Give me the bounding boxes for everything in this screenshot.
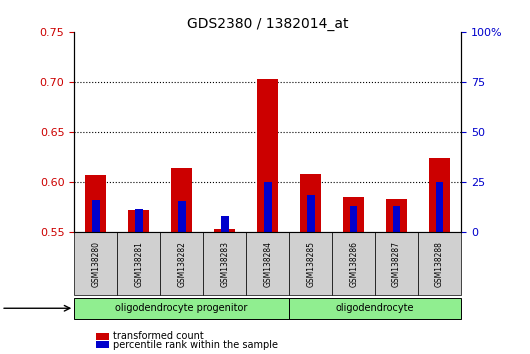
Title: GDS2380 / 1382014_at: GDS2380 / 1382014_at bbox=[187, 17, 348, 31]
Text: GSM138287: GSM138287 bbox=[392, 241, 401, 287]
Bar bbox=[221, 216, 228, 232]
Bar bbox=[307, 195, 314, 232]
Text: percentile rank within the sample: percentile rank within the sample bbox=[113, 339, 278, 350]
Text: oligodendrocyte progenitor: oligodendrocyte progenitor bbox=[116, 303, 248, 313]
Bar bbox=[436, 182, 444, 232]
Bar bbox=[289, 232, 332, 295]
Bar bbox=[429, 158, 450, 232]
Text: GSM138281: GSM138281 bbox=[134, 241, 143, 287]
Bar bbox=[85, 175, 107, 232]
Bar bbox=[135, 209, 143, 232]
Text: GSM138285: GSM138285 bbox=[306, 241, 315, 287]
Bar bbox=[178, 201, 186, 232]
Text: GSM138288: GSM138288 bbox=[435, 241, 444, 287]
Text: GSM138283: GSM138283 bbox=[220, 241, 229, 287]
Text: GSM138284: GSM138284 bbox=[263, 241, 272, 287]
Bar bbox=[350, 206, 358, 232]
Text: GSM138282: GSM138282 bbox=[177, 241, 186, 287]
Bar bbox=[160, 232, 203, 295]
Bar bbox=[117, 232, 160, 295]
Bar bbox=[74, 298, 289, 319]
Bar bbox=[246, 232, 289, 295]
Bar bbox=[393, 206, 401, 232]
Bar bbox=[386, 199, 408, 232]
Bar bbox=[92, 200, 100, 232]
Text: transformed count: transformed count bbox=[113, 331, 204, 341]
Bar bbox=[300, 174, 321, 232]
Bar bbox=[289, 298, 461, 319]
Bar bbox=[375, 232, 418, 295]
Bar bbox=[74, 232, 117, 295]
Bar bbox=[96, 333, 109, 340]
Text: GSM138280: GSM138280 bbox=[91, 241, 100, 287]
Bar bbox=[171, 168, 192, 232]
Bar bbox=[203, 232, 246, 295]
Bar bbox=[257, 79, 278, 232]
Bar bbox=[214, 229, 235, 232]
Bar bbox=[264, 182, 271, 232]
Bar bbox=[418, 232, 461, 295]
Bar bbox=[128, 210, 149, 232]
Text: GSM138286: GSM138286 bbox=[349, 241, 358, 287]
Text: oligodendrocyte: oligodendrocyte bbox=[336, 303, 414, 313]
Bar bbox=[332, 232, 375, 295]
Bar bbox=[343, 197, 365, 232]
Bar bbox=[96, 341, 109, 348]
